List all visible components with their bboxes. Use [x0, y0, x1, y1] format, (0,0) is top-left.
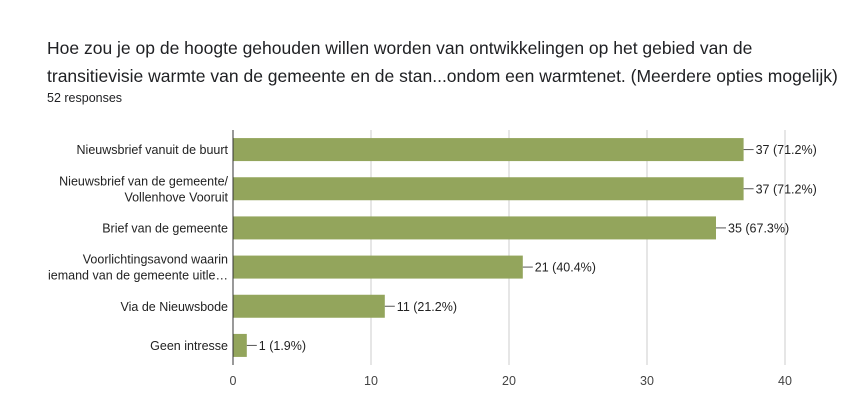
category-label: Geen intresse [150, 339, 228, 353]
x-tick-label: 20 [502, 374, 516, 388]
category-label: Via de Nieuwsbode [121, 300, 229, 314]
x-tick-label: 30 [640, 374, 654, 388]
bar [233, 177, 744, 201]
x-tick-label: 0 [230, 374, 237, 388]
grid-lines [370, 130, 786, 365]
value-label: 37 (71.2%) [756, 143, 817, 157]
category-label: Nieuwsbrief van de gemeente/ [59, 174, 228, 188]
question-title: Hoe zou je op de hoogte gehouden willen … [47, 38, 838, 86]
value-labels: 37 (71.2%) 37 (71.2%) 35 (67.3%) 21 (40.4%)… [246, 143, 817, 353]
bar [233, 333, 247, 357]
bar [233, 138, 744, 162]
category-label: Vollenhove Vooruit [124, 190, 228, 204]
category-label: Nieuwsbrief vanuit de buurt [77, 143, 229, 157]
x-tick-label: 40 [778, 374, 792, 388]
bar [233, 255, 523, 279]
bars [233, 138, 744, 357]
bar [233, 216, 716, 240]
value-label: 1 (1.9%) [259, 339, 306, 353]
value-label: 37 (71.2%) [756, 182, 817, 196]
category-label: Voorlichtingsavond waarin [83, 253, 228, 267]
bar [233, 294, 385, 318]
value-label: 11 (21.2%) [397, 300, 457, 314]
value-label: 35 (67.3%) [728, 221, 789, 235]
value-label: 21 (40.4%) [535, 261, 596, 275]
x-tick-labels: 0 10 20 30 40 [230, 374, 792, 388]
category-labels: Nieuwsbrief vanuit de buurt Nieuwsbrief v… [48, 143, 229, 353]
x-tick-label: 10 [364, 374, 378, 388]
response-count: 52 responses [47, 91, 123, 105]
category-label: iemand van de gemeente uitle… [48, 269, 228, 283]
category-label: Brief van de gemeente [102, 221, 228, 235]
